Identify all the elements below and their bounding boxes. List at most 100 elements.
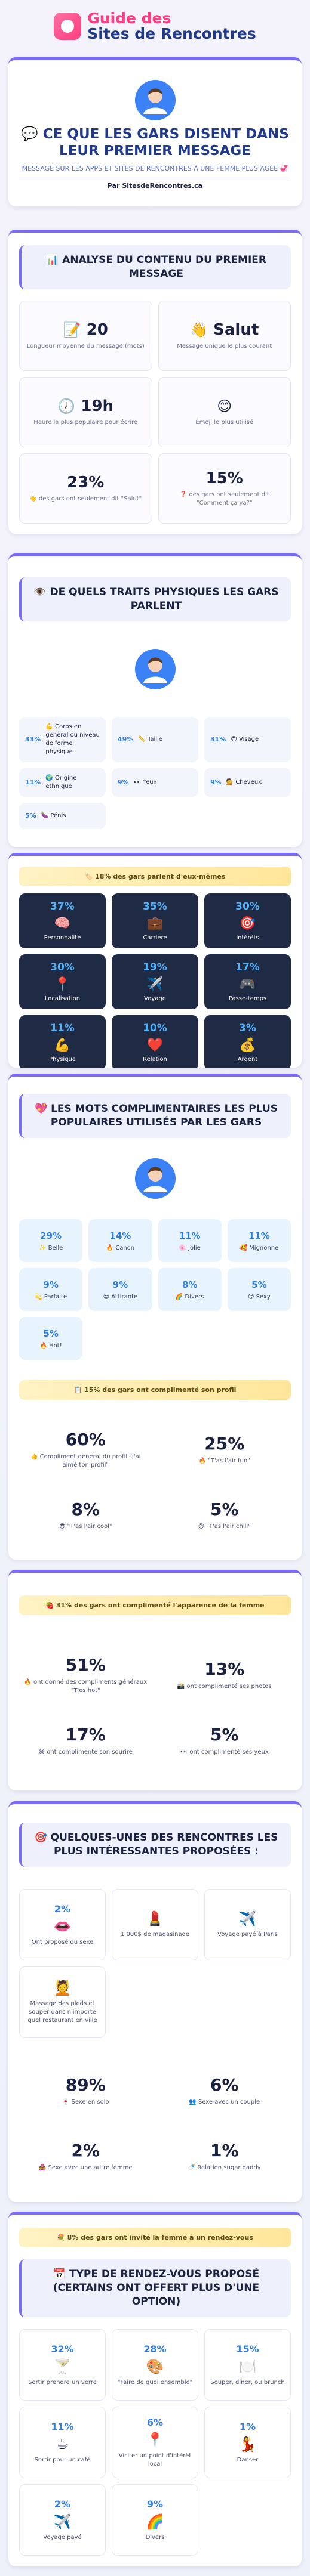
- tile: 33% 💪 Corps en général ou niveau de forme…: [19, 716, 106, 762]
- tile: 51% 🔥 ont donné des compliments généraux …: [19, 1645, 152, 1705]
- tile-label: Sortir pour un café: [34, 2456, 91, 2463]
- tile-icon: 💆: [53, 1980, 72, 1997]
- tile-label: 📸 ont complimenté ses photos: [177, 1683, 272, 1690]
- tile-grid: 37% 🧠 Personnalité 35% 💼 Carrière 30% 🎯 Intérêts…: [19, 893, 291, 1068]
- tile-label: "Faire de quoi ensemble": [117, 2379, 193, 2386]
- tile-label: 😏 Sexy: [247, 1293, 271, 1300]
- tile-value: 35%: [143, 901, 167, 913]
- tile-value: 5%: [210, 1725, 239, 1745]
- tile: ✈️ Voyage payé à Paris: [204, 1889, 291, 1961]
- tile-label: 🌈 Divers: [175, 1293, 204, 1300]
- tile-label: 👥 Sexe avec un couple: [189, 2098, 260, 2105]
- tile-icon: 👋: [190, 321, 208, 338]
- section: 🎯 QUELQUES-UNES DES RENCONTRES LES PLUS …: [8, 1801, 302, 2202]
- tile-label: 😊 "T'as l'air chill": [198, 1523, 251, 1530]
- tile-value: 9%: [118, 778, 129, 786]
- hero-subtitle: MESSAGE SUR LES APPS ET SITES DE RENCONT…: [22, 165, 288, 172]
- tile: 😊 Émoji le plus utilisé: [158, 376, 291, 447]
- tile: 📝 20 Longueur moyenne du message (mots): [19, 300, 152, 371]
- tile: 5% 🔥 Hot!: [19, 1317, 83, 1360]
- tile-value: 2%: [54, 1903, 71, 1915]
- tile-value: 11%: [51, 2420, 74, 2432]
- tile-icon: 💼: [146, 916, 164, 931]
- tile-label: 👀 ont complimenté ses yeux: [180, 1749, 269, 1755]
- tile: 🕖 19h Heure la plus populaire pour écrire: [19, 376, 152, 447]
- tile-label: Visiter un point d'intérêt local: [118, 2452, 192, 2467]
- tile: 30% 🎯 Intérêts: [204, 893, 291, 948]
- tile-value: 11%: [248, 1230, 270, 1241]
- section: 💖 LES MOTS COMPLIMENTAIRES LES PLUS POPU…: [8, 1074, 302, 1560]
- tile-label: Sortir prendre un verre: [28, 2379, 97, 2386]
- tile-label: Voyage: [144, 995, 166, 1002]
- tile-label: Argent: [237, 1056, 258, 1063]
- tile-value-row: 👋 Salut: [190, 321, 259, 339]
- tile-label: Longueur moyenne du message (mots): [26, 342, 145, 350]
- tile-value-row: 😊: [217, 397, 232, 415]
- tile-value: 14%: [109, 1230, 131, 1241]
- tile-value: 1%: [210, 2140, 239, 2160]
- tile-value: 9%: [146, 2498, 164, 2510]
- tile-icon: 📝: [63, 321, 81, 338]
- tile-value: 9%: [210, 778, 222, 786]
- tile-grid: 60% 👍 Compliment général du profil "J'ai …: [19, 1420, 291, 1545]
- tile-icon: 🕖: [57, 397, 76, 415]
- tile-value: 89%: [65, 2074, 106, 2095]
- tile-label: 🍷 Sexe en solo: [62, 2098, 109, 2105]
- tile-icon: ☕: [56, 2435, 69, 2453]
- tile: 11% 🌍 Origine ethnique: [19, 768, 106, 797]
- tile-icon: 📍: [54, 977, 71, 992]
- tile-value: 30%: [235, 901, 260, 913]
- tile-label: 🌍 Origine ethnique: [45, 774, 77, 790]
- tile-value: 29%: [40, 1230, 62, 1241]
- tile-label: 🥰 Mignonne: [240, 1244, 279, 1251]
- tile-label: Localisation: [44, 995, 81, 1002]
- section-title: 📅 TYPE DE RENDEZ-VOUS PROPOSÉ (CERTAINS …: [19, 2259, 291, 2317]
- tile-label: Souper, dîner, ou brunch: [210, 2379, 285, 2386]
- tile-label: Passe-temps: [228, 995, 267, 1002]
- tile: 15% 🍽️ Souper, dîner, ou brunch: [204, 2329, 291, 2401]
- tile: 17% 😁 ont complimenté son sourire: [19, 1711, 152, 1771]
- tile-grid: 51% 🔥 ont donné des compliments généraux …: [19, 1645, 291, 1771]
- section: 📊 ANALYSE DU CONTENU DU PREMIER MESSAGE 📝…: [8, 230, 302, 534]
- tile-label: 1 000$ de magasinage: [120, 1931, 190, 1938]
- byline: Par SitesdeRencontres.ca: [19, 178, 291, 190]
- tile-icon: 🧠: [54, 916, 71, 931]
- tile: 9% 💁 Cheveux: [204, 768, 291, 797]
- tile-grid: 33% 💪 Corps en général ou niveau de forme…: [19, 716, 291, 829]
- tile: 1% 💃 Danser: [204, 2407, 291, 2478]
- tile: 15% ❓ des gars ont seulement dit "Comment…: [158, 453, 291, 524]
- tile: 9% 😍 Attirante: [88, 1268, 152, 1312]
- tile-value-row: 🕖 19h: [57, 397, 113, 415]
- tile-label: 😊 Visage: [231, 735, 259, 743]
- tile-icon: 🌈: [146, 2513, 164, 2530]
- tile-value: 15%: [205, 469, 243, 487]
- tile-icon: ✈️: [53, 2513, 72, 2530]
- tile-value: 20: [86, 320, 108, 339]
- section: 💐 8% des gars ont invité la femme à un r…: [8, 2212, 302, 2566]
- tile-value: 13%: [204, 1659, 245, 1679]
- tile-value: 11%: [25, 778, 41, 786]
- tile-label: 🔥 Hot!: [39, 1342, 62, 1349]
- tile-value: 9%: [112, 1279, 128, 1290]
- tile-label: 👍 Compliment général du profil "J'ai aim…: [30, 1453, 141, 1468]
- tile-icon: 💃: [238, 2435, 257, 2453]
- tile-label: Personnalité: [44, 935, 81, 941]
- tile: 10% ❤️ Relation: [112, 1015, 198, 1068]
- tile: 2% ✈️ Voyage payé: [19, 2484, 106, 2556]
- tile-value-row: 15%: [206, 469, 243, 487]
- tile-label: 🌸 Jolie: [179, 1244, 201, 1251]
- tile-value: 5%: [25, 812, 36, 820]
- tile: 9% 💫 Parfaite: [19, 1268, 83, 1312]
- tile-value: 19h: [81, 397, 114, 415]
- tile: 11% 💪 Physique: [19, 1015, 106, 1068]
- banner: 🏷️ 18% des gars parlent d'eux-mêmes: [19, 867, 291, 886]
- tile-icon: 💪: [54, 1038, 71, 1053]
- tile-label: Voyage payé à Paris: [217, 1931, 278, 1938]
- tile: 8% 🌈 Divers: [158, 1268, 222, 1312]
- tile: 3% 💰 Argent: [204, 1015, 291, 1068]
- avatar: [134, 80, 176, 120]
- banner: 💐 8% des gars ont invité la femme à un r…: [19, 2228, 291, 2247]
- tile-value: 60%: [65, 1429, 106, 1449]
- tile: 17% 🎮 Passe-temps: [204, 954, 291, 1009]
